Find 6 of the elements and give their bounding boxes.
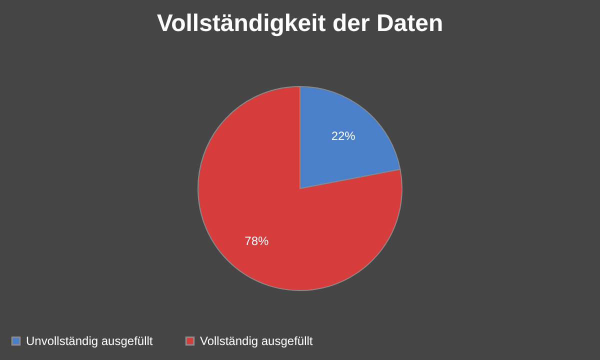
pie-slice	[198, 86, 402, 291]
legend-label: Vollständig ausgefüllt	[200, 334, 314, 348]
data-label: 78%	[244, 234, 269, 248]
legend-label: Unvollständig ausgefüllt	[26, 334, 154, 348]
data-label: 22%	[331, 129, 356, 144]
chart-title: Vollständigkeit der Daten	[156, 10, 444, 37]
